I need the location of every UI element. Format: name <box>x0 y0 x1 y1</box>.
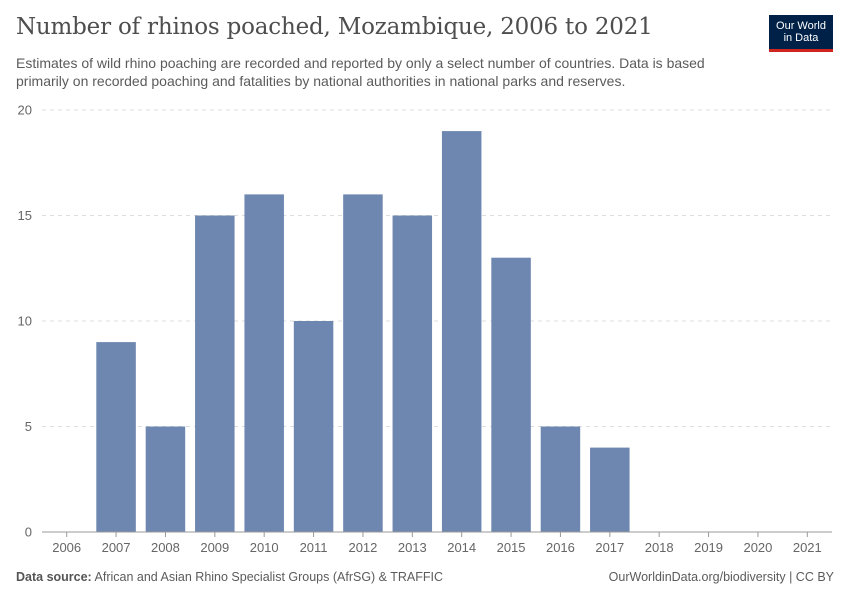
x-tick-label: 2007 <box>102 540 131 555</box>
y-tick-label: 5 <box>25 419 32 434</box>
bar-2017[interactable] <box>590 447 630 532</box>
x-tick-label: 2011 <box>300 540 328 555</box>
bar-2013[interactable] <box>392 215 433 533</box>
x-tick-label: 2015 <box>497 540 526 555</box>
bar-2010[interactable] <box>244 194 284 532</box>
x-tick-label: 2013 <box>398 540 427 555</box>
y-tick-label: 15 <box>18 208 32 223</box>
chart-title: Number of rhinos poached, Mozambique, 20… <box>16 14 653 40</box>
data-source-label: Data source: <box>16 570 92 584</box>
logo-line-1: Our World <box>776 20 826 32</box>
x-tick-label: 2021 <box>793 540 822 555</box>
logo-line-2: in Data <box>783 32 819 44</box>
x-tick-label: 2009 <box>200 540 229 555</box>
x-tick-label: 2008 <box>151 540 180 555</box>
owid-logo[interactable]: Our World in Data <box>769 15 833 52</box>
x-tick-label: 2017 <box>595 540 624 555</box>
y-tick-label: 20 <box>18 103 32 118</box>
y-axis-labels: 0 5 10 15 20 <box>18 103 32 540</box>
y-tick-label: 10 <box>18 314 32 329</box>
bar-2015[interactable] <box>491 257 531 532</box>
grid-lines <box>42 109 832 427</box>
bars <box>96 131 630 533</box>
bar-2008[interactable] <box>145 426 186 533</box>
bar-2012[interactable] <box>343 194 383 532</box>
y-tick-label: 0 <box>25 525 32 540</box>
bar-2007[interactable] <box>96 342 136 532</box>
x-axis-labels: 2006 2007 2008 2009 2010 2011 2012 2013 2014 2015… <box>52 532 822 555</box>
bar-2014[interactable] <box>441 131 482 532</box>
bar-chart: 0 5 10 15 20 2006 2007 2008 2009 2010 2011 2012 201… <box>18 103 832 555</box>
data-source-text: African and Asian Rhino Specialist Group… <box>94 570 444 584</box>
x-tick-label: 2020 <box>743 540 772 555</box>
chart-subtitle: Estimates of wild rhino poaching are rec… <box>16 55 705 89</box>
x-tick-label: 2010 <box>250 540 279 555</box>
bar-2016[interactable] <box>540 426 581 533</box>
x-tick-label: 2016 <box>546 540 575 555</box>
owid-link[interactable]: OurWorldinData.org/biodiversity | CC BY <box>608 570 834 584</box>
bar-2009[interactable] <box>195 215 235 533</box>
bar-2011[interactable] <box>293 321 334 532</box>
data-source: Data source: African and Asian Rhino Spe… <box>16 570 443 584</box>
x-tick-label: 2019 <box>694 540 723 555</box>
x-tick-label: 2006 <box>52 540 81 555</box>
x-tick-label: 2018 <box>645 540 674 555</box>
x-tick-label: 2014 <box>447 540 476 555</box>
x-tick-label: 2012 <box>348 540 377 555</box>
